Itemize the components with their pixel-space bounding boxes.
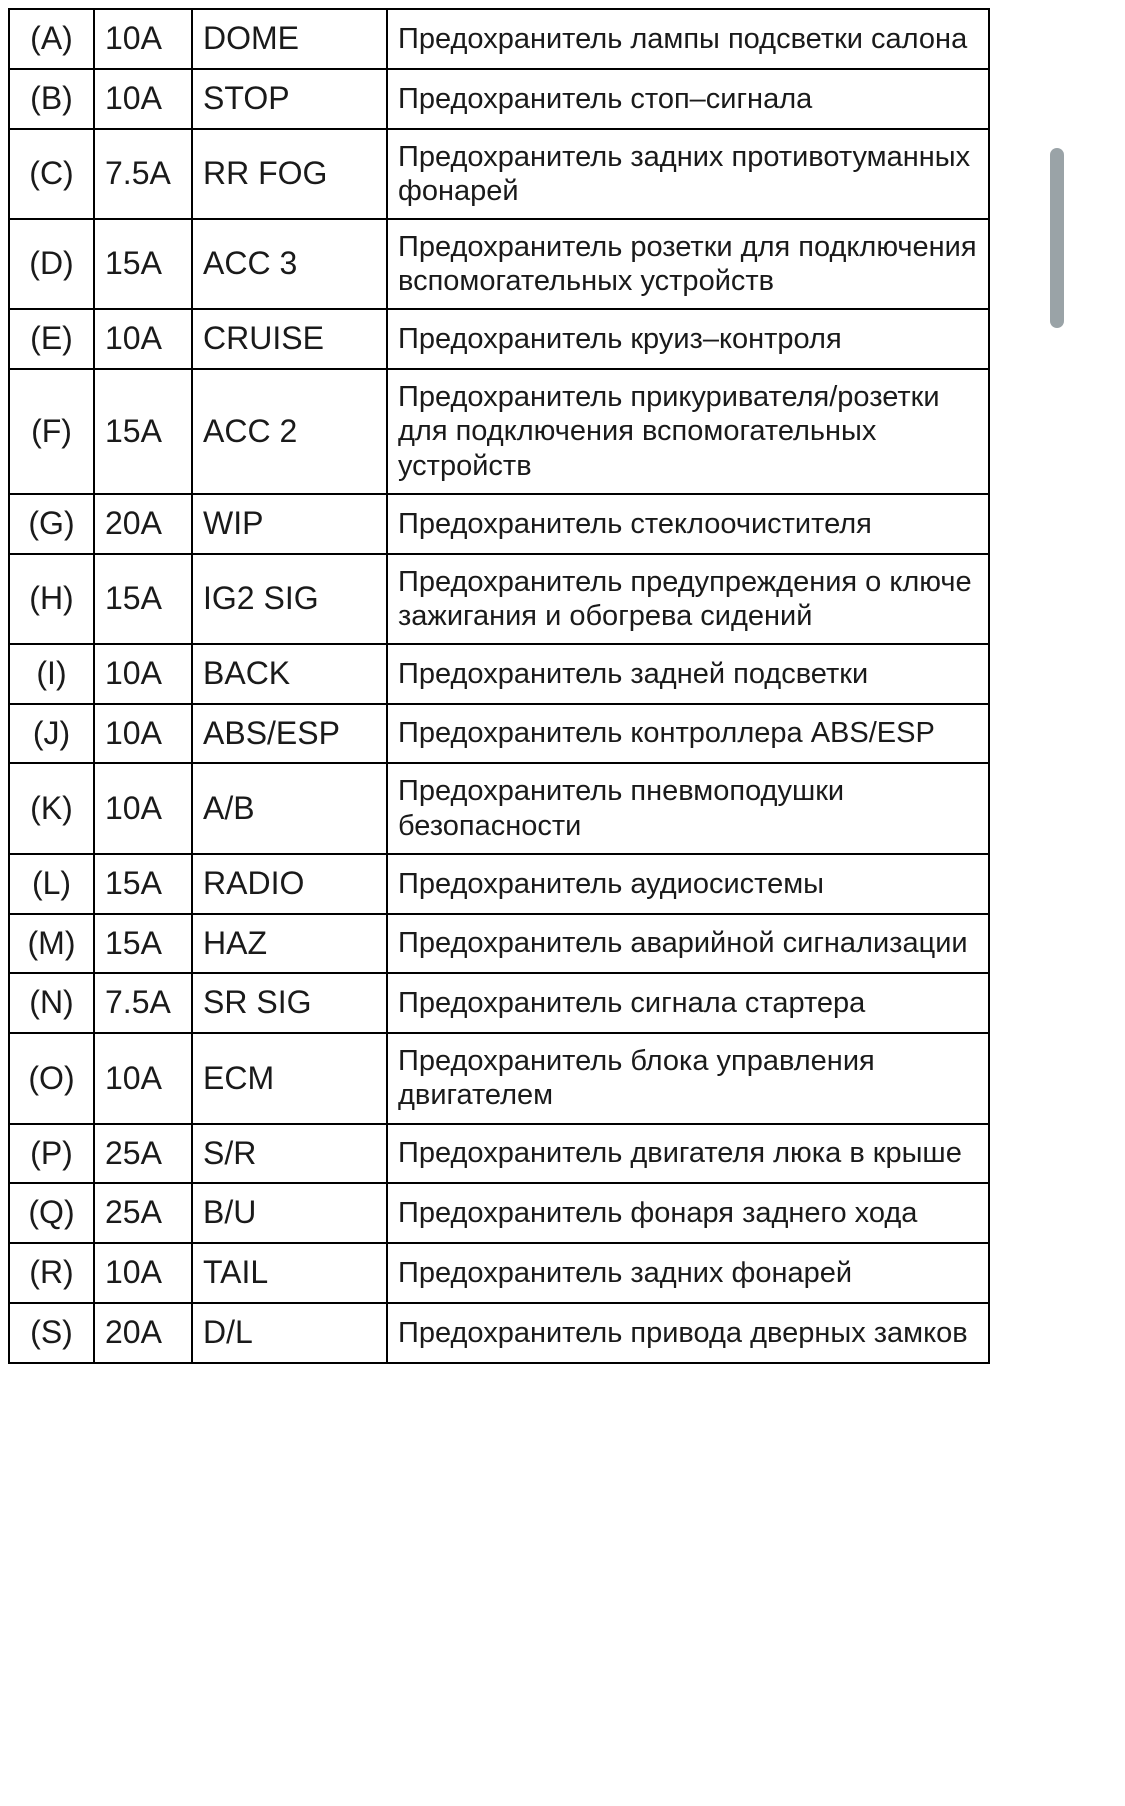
cell-amperage: 7.5A: [94, 129, 192, 219]
cell-id: (S): [9, 1303, 94, 1363]
cell-amperage: 20A: [94, 1303, 192, 1363]
cell-fuse-name: STOP: [192, 69, 387, 129]
page-wrapper: (A)10ADOMEПредохранитель лампы подсветки…: [8, 8, 1117, 1364]
cell-amperage: 15A: [94, 914, 192, 974]
cell-description: Предохранитель задних фонарей: [387, 1243, 989, 1303]
cell-fuse-name: ACC 3: [192, 219, 387, 309]
cell-id: (F): [9, 369, 94, 494]
cell-amperage: 10A: [94, 763, 192, 853]
cell-amperage: 25A: [94, 1183, 192, 1243]
cell-id: (L): [9, 854, 94, 914]
cell-description: Предохранитель блока управления двигател…: [387, 1033, 989, 1123]
cell-description: Предохранитель стоп–сигнала: [387, 69, 989, 129]
table-row: (N)7.5ASR SIGПредохранитель сигнала стар…: [9, 973, 989, 1033]
cell-fuse-name: ABS/ESP: [192, 704, 387, 764]
table-row: (O)10AECMПредохранитель блока управления…: [9, 1033, 989, 1123]
cell-amperage: 15A: [94, 854, 192, 914]
cell-amperage: 20A: [94, 494, 192, 554]
cell-description: Предохранитель пневмоподушки безопасност…: [387, 763, 989, 853]
cell-description: Предохранитель задних противотуманных фо…: [387, 129, 989, 219]
cell-amperage: 15A: [94, 369, 192, 494]
table-row: (I)10ABACKПредохранитель задней подсветк…: [9, 644, 989, 704]
cell-amperage: 7.5A: [94, 973, 192, 1033]
cell-description: Предохранитель аварийной сигнализации: [387, 914, 989, 974]
cell-description: Предохранитель предупреждения о ключе за…: [387, 554, 989, 644]
table-row: (Q)25AB/UПредохранитель фонаря заднего х…: [9, 1183, 989, 1243]
table-row: (J)10AABS/ESPПредохранитель контроллера …: [9, 704, 989, 764]
cell-id: (A): [9, 9, 94, 69]
cell-id: (I): [9, 644, 94, 704]
cell-amperage: 10A: [94, 9, 192, 69]
cell-fuse-name: HAZ: [192, 914, 387, 974]
cell-amperage: 25A: [94, 1124, 192, 1184]
table-row: (S)20AD/LПредохранитель привода дверных …: [9, 1303, 989, 1363]
cell-amperage: 10A: [94, 1243, 192, 1303]
cell-fuse-name: CRUISE: [192, 309, 387, 369]
cell-id: (J): [9, 704, 94, 764]
table-row: (H)15AIG2 SIGПредохранитель предупрежден…: [9, 554, 989, 644]
cell-id: (O): [9, 1033, 94, 1123]
cell-amperage: 10A: [94, 1033, 192, 1123]
cell-id: (G): [9, 494, 94, 554]
table-row: (D)15AACC 3Предохранитель розетки для по…: [9, 219, 989, 309]
cell-description: Предохранитель стеклоочистителя: [387, 494, 989, 554]
table-row: (F)15AACC 2Предохранитель прикуривателя/…: [9, 369, 989, 494]
cell-id: (C): [9, 129, 94, 219]
cell-amperage: 15A: [94, 554, 192, 644]
table-row: (K)10AA/BПредохранитель пневмоподушки бе…: [9, 763, 989, 853]
cell-description: Предохранитель аудиосистемы: [387, 854, 989, 914]
cell-id: (B): [9, 69, 94, 129]
table-row: (R)10ATAILПредохранитель задних фонарей: [9, 1243, 989, 1303]
cell-fuse-name: TAIL: [192, 1243, 387, 1303]
cell-description: Предохранитель сигнала стартера: [387, 973, 989, 1033]
cell-description: Предохранитель привода дверных замков: [387, 1303, 989, 1363]
fuse-table-body: (A)10ADOMEПредохранитель лампы подсветки…: [9, 9, 989, 1363]
cell-description: Предохранитель фонаря заднего хода: [387, 1183, 989, 1243]
cell-description: Предохранитель круиз–контроля: [387, 309, 989, 369]
cell-description: Предохранитель розетки для подключения в…: [387, 219, 989, 309]
cell-id: (E): [9, 309, 94, 369]
cell-fuse-name: SR SIG: [192, 973, 387, 1033]
cell-id: (D): [9, 219, 94, 309]
fuse-table: (A)10ADOMEПредохранитель лампы подсветки…: [8, 8, 990, 1364]
cell-fuse-name: D/L: [192, 1303, 387, 1363]
cell-fuse-name: A/B: [192, 763, 387, 853]
cell-description: Предохранитель прикуривателя/розетки для…: [387, 369, 989, 494]
table-row: (B)10ASTOPПредохранитель стоп–сигнала: [9, 69, 989, 129]
table-row: (A)10ADOMEПредохранитель лампы подсветки…: [9, 9, 989, 69]
cell-fuse-name: RR FOG: [192, 129, 387, 219]
cell-id: (P): [9, 1124, 94, 1184]
cell-amperage: 10A: [94, 309, 192, 369]
cell-description: Предохранитель контроллера ABS/ESP: [387, 704, 989, 764]
table-row: (M)15AHAZПредохранитель аварийной сигнал…: [9, 914, 989, 974]
cell-amperage: 10A: [94, 704, 192, 764]
cell-description: Предохранитель задней подсветки: [387, 644, 989, 704]
cell-fuse-name: S/R: [192, 1124, 387, 1184]
cell-id: (M): [9, 914, 94, 974]
table-row: (C)7.5ARR FOGПредохранитель задних проти…: [9, 129, 989, 219]
cell-id: (R): [9, 1243, 94, 1303]
table-row: (P)25AS/RПредохранитель двигателя люка в…: [9, 1124, 989, 1184]
cell-id: (H): [9, 554, 94, 644]
cell-id: (K): [9, 763, 94, 853]
table-row: (G)20AWIPПредохранитель стеклоочистителя: [9, 494, 989, 554]
cell-description: Предохранитель двигателя люка в крыше: [387, 1124, 989, 1184]
cell-fuse-name: IG2 SIG: [192, 554, 387, 644]
cell-amperage: 10A: [94, 644, 192, 704]
cell-fuse-name: BACK: [192, 644, 387, 704]
cell-amperage: 15A: [94, 219, 192, 309]
cell-fuse-name: WIP: [192, 494, 387, 554]
cell-id: (Q): [9, 1183, 94, 1243]
cell-fuse-name: DOME: [192, 9, 387, 69]
cell-amperage: 10A: [94, 69, 192, 129]
table-row: (L)15ARADIOПредохранитель аудиосистемы: [9, 854, 989, 914]
scrollbar-thumb[interactable]: [1050, 148, 1064, 328]
cell-fuse-name: RADIO: [192, 854, 387, 914]
cell-description: Предохранитель лампы подсветки салона: [387, 9, 989, 69]
cell-fuse-name: ECM: [192, 1033, 387, 1123]
cell-fuse-name: ACC 2: [192, 369, 387, 494]
cell-fuse-name: B/U: [192, 1183, 387, 1243]
cell-id: (N): [9, 973, 94, 1033]
table-row: (E)10ACRUISEПредохранитель круиз–контрол…: [9, 309, 989, 369]
